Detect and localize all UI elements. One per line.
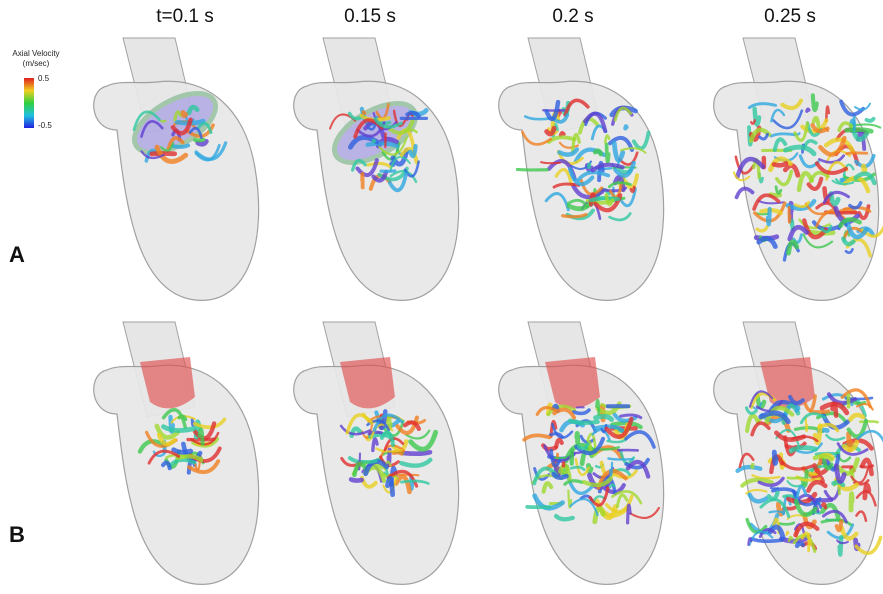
vortex-tube <box>608 458 632 459</box>
vortex-tube <box>768 209 770 224</box>
row-label: B <box>9 522 25 547</box>
vortex-tube <box>847 130 872 132</box>
vortex-tube <box>807 109 809 111</box>
vortex-tube <box>864 166 865 171</box>
vortex-tube <box>591 198 618 200</box>
vortex-tube <box>847 153 867 154</box>
vortex-tube <box>757 213 768 214</box>
heart-panel <box>294 38 459 300</box>
vortex-tube <box>774 163 786 165</box>
vortex-tube <box>195 140 203 141</box>
vortex-tube <box>752 465 753 467</box>
vortex-tube <box>173 145 188 147</box>
vortex-tube <box>774 452 776 463</box>
vortex-tube <box>771 488 778 489</box>
vortex-tube <box>570 421 598 423</box>
vortex-tube <box>784 496 795 498</box>
vortex-tube <box>561 133 564 135</box>
heart-panel <box>714 38 883 300</box>
vortex-tube <box>403 452 430 453</box>
vortex-tube <box>625 126 626 128</box>
vortex-tube <box>797 407 798 410</box>
heart-panel <box>499 322 664 584</box>
vortex-tube <box>363 112 365 114</box>
column-label: 0.2 s <box>552 6 593 27</box>
vortex-tube <box>577 433 578 442</box>
heart-panel <box>94 322 259 584</box>
vortex-tube <box>369 432 381 434</box>
vortex-tube <box>788 477 800 478</box>
heart-panel <box>294 322 459 584</box>
vortex-tube <box>839 537 841 555</box>
column-label: 0.25 s <box>764 6 816 27</box>
vortex-tube <box>797 544 803 546</box>
vortex-tube <box>822 504 825 508</box>
vortex-tube <box>789 207 790 222</box>
vortex-tube <box>855 104 870 110</box>
vortex-tube <box>860 421 877 422</box>
colorbar-max: 0.5 <box>38 74 50 83</box>
heart-panel <box>499 38 664 300</box>
vortex-tube <box>362 174 363 188</box>
panels <box>94 38 883 584</box>
vortex-tube <box>517 169 547 170</box>
vortex-tube <box>183 112 186 115</box>
vortex-tube <box>589 164 590 167</box>
column-label: 0.15 s <box>344 6 396 27</box>
colorbar-title: Axial Velocity <box>12 49 59 58</box>
vortex-tube <box>811 411 828 412</box>
colorbar-title: (m/sec) <box>23 59 50 68</box>
vortex-tube <box>851 494 852 510</box>
vortex-tube <box>351 479 361 480</box>
vortex-tube <box>362 461 376 462</box>
vortex-tube <box>866 119 873 121</box>
row-label: A <box>9 242 25 267</box>
heart-panel <box>94 38 259 300</box>
figure: t=0.1 s 0.15 s 0.2 s 0.25 s A B Axial Ve… <box>0 0 883 594</box>
heart-body <box>499 81 664 300</box>
colorbar <box>24 78 34 128</box>
column-label: t=0.1 s <box>156 6 214 27</box>
colorbar-min: -0.5 <box>38 121 52 130</box>
vortex-tube <box>541 162 560 163</box>
vortex-tube <box>394 452 402 453</box>
vortex-tube <box>607 144 609 161</box>
heart-panel <box>714 322 883 584</box>
vortex-tube <box>174 450 191 452</box>
vortex-tube <box>792 221 793 229</box>
vortex-tube <box>571 450 572 463</box>
vortex-tube <box>779 523 793 525</box>
